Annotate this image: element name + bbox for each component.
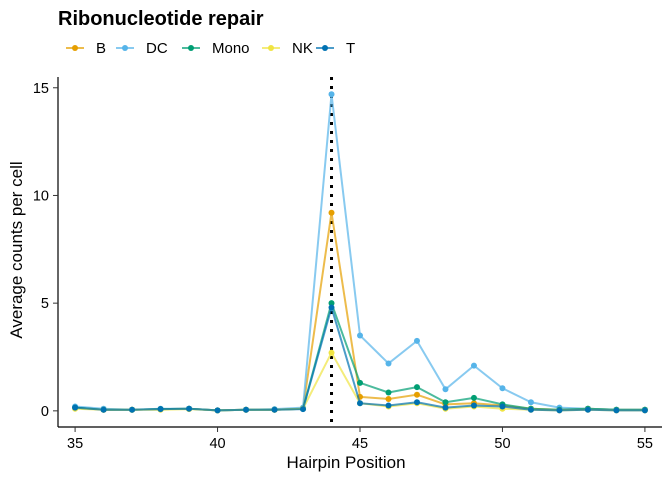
data-point	[584, 406, 591, 413]
data-point	[413, 391, 420, 398]
legend-label: NK	[292, 40, 313, 57]
data-point	[328, 304, 335, 311]
x-tick-label: 45	[352, 436, 368, 452]
legend-item-nk: NK	[262, 40, 313, 57]
legend-key-point	[188, 45, 194, 51]
data-point	[470, 402, 477, 409]
x-tick-label: 40	[209, 436, 225, 452]
data-point	[357, 400, 363, 407]
data-point	[243, 406, 250, 413]
data-point	[328, 300, 335, 307]
data-point	[499, 385, 506, 392]
data-point	[328, 349, 335, 356]
data-point	[385, 360, 392, 367]
series-line	[75, 93, 645, 412]
data-point	[357, 332, 363, 339]
axes: 35 40 45 50 55 0 5 10 15	[33, 77, 662, 452]
data-point	[613, 407, 620, 414]
legend-key-point	[72, 45, 78, 51]
series-layer	[72, 91, 648, 414]
legend-item-mono: Mono	[182, 40, 250, 57]
x-axis-title: Hairpin Position	[286, 453, 405, 472]
y-tick-label: 10	[33, 188, 49, 204]
x-tick-label: 50	[494, 436, 510, 452]
data-point	[300, 406, 307, 413]
data-point	[641, 407, 648, 414]
legend-key-point	[122, 45, 128, 51]
data-point	[413, 399, 420, 406]
legend-item-t: T	[316, 40, 355, 57]
data-point	[357, 379, 363, 386]
data-point	[385, 402, 392, 409]
data-point	[328, 209, 335, 216]
data-point	[413, 384, 420, 391]
data-point	[129, 406, 136, 413]
y-axis-title: Average counts per cell	[7, 161, 26, 338]
data-point	[385, 396, 392, 402]
chart-title: Ribonucleotide repair	[58, 8, 264, 30]
x-tick-label: 55	[637, 436, 653, 452]
y-tick-label: 15	[33, 81, 49, 97]
legend-item-b: B	[66, 40, 106, 57]
data-point	[470, 362, 477, 369]
legend-key-point	[322, 45, 328, 51]
data-point	[527, 406, 534, 413]
y-tick-label: 5	[41, 296, 49, 312]
legend: B DC Mono NK T	[66, 40, 355, 57]
series-t	[72, 304, 648, 414]
data-point	[442, 404, 449, 411]
legend-label: DC	[146, 40, 168, 57]
data-point	[556, 407, 563, 414]
data-point	[442, 386, 449, 393]
data-point	[527, 399, 534, 406]
legend-label: T	[346, 40, 355, 57]
y-tick-label: 0	[41, 404, 49, 420]
series-dc	[72, 91, 648, 414]
data-point	[470, 394, 477, 401]
legend-item-dc: DC	[116, 40, 168, 57]
data-point	[100, 406, 107, 413]
data-point	[214, 407, 221, 414]
data-point	[499, 403, 506, 410]
data-point	[442, 399, 449, 406]
data-point	[186, 405, 193, 412]
data-point	[385, 389, 392, 396]
x-tick-label: 35	[67, 436, 83, 452]
data-point	[157, 406, 164, 413]
data-point	[413, 337, 420, 344]
legend-label: B	[96, 40, 106, 57]
data-point	[328, 91, 335, 98]
data-point	[72, 404, 79, 411]
legend-key-point	[268, 45, 274, 51]
legend-label: Mono	[212, 40, 250, 57]
data-point	[271, 406, 278, 413]
